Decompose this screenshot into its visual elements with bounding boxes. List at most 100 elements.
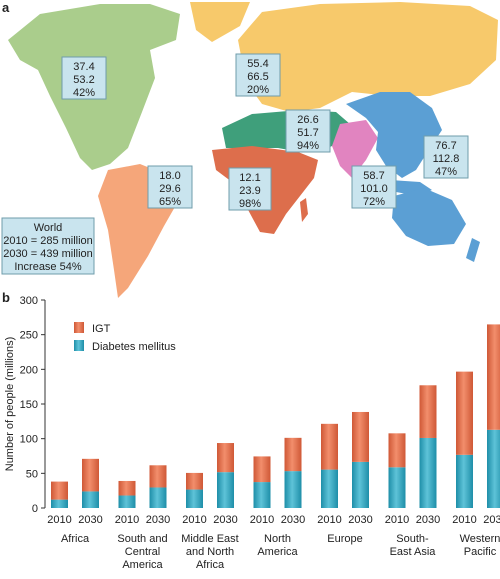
x-group-label: East Asia: [390, 546, 437, 558]
x-group-label: and North: [186, 546, 234, 558]
box-seasia-2030: 101.0: [360, 183, 388, 195]
bar-igt-south-east-asia-2030: [419, 385, 437, 438]
y-tick-label: 100: [20, 434, 38, 446]
box-europe-increase: 20%: [247, 84, 269, 96]
x-year-label: 2030: [78, 514, 102, 526]
box-north-america-2030: 53.2: [73, 74, 94, 86]
x-year-label: 2010: [452, 514, 476, 526]
x-year-label: 2030: [348, 514, 372, 526]
x-group-label: Africa: [61, 533, 90, 545]
bar-igt-europe-2030: [352, 411, 369, 462]
box-europe-2010: 55.4: [247, 58, 268, 70]
x-year-label: 2010: [115, 514, 139, 526]
region-new-zealand: [466, 238, 480, 262]
region-greenland: [190, 2, 250, 42]
y-ticks: 0 50 100 150 200 250 300: [20, 295, 46, 515]
y-tick-label: 300: [20, 295, 38, 307]
legend-label: IGT: [92, 323, 111, 335]
x-group-label: Europe: [327, 533, 362, 545]
y-tick-label: 0: [32, 503, 38, 515]
bar-igt-middle-east-and-north-africa-2030: [217, 443, 234, 473]
x-group-label: South and: [117, 533, 167, 545]
bar-diabetes-western-pacific-2030: [487, 429, 500, 508]
bars: [51, 324, 500, 508]
bar-igt-africa-2010: [51, 481, 68, 500]
bar-igt-middle-east-and-north-africa-2010: [186, 472, 203, 490]
x-group-label: Central: [125, 546, 160, 558]
box-mena-increase: 94%: [297, 140, 319, 152]
box-africa: 12.1 23.9 98%: [228, 167, 272, 211]
bar-igt-south-and-central-america-2010: [118, 480, 136, 496]
legend-swatch: [74, 340, 84, 351]
region-madagascar: [300, 198, 308, 222]
y-tick-label: 150: [20, 399, 38, 411]
box-seasia-2010: 58.7: [363, 170, 384, 182]
box-scamerica-2010: 18.0: [159, 170, 180, 182]
box-world-title: World: [34, 222, 63, 234]
x-year-label: 2030: [281, 514, 305, 526]
bar-diabetes-middle-east-and-north-africa-2010: [186, 489, 203, 508]
x-year-label: 2010: [182, 514, 206, 526]
x-group-label: North: [264, 533, 291, 545]
box-scamerica-2030: 29.6: [159, 183, 180, 195]
x-year-label: 2010: [47, 514, 71, 526]
box-africa-2010: 12.1: [239, 172, 260, 184]
y-tick-label: 200: [20, 364, 38, 376]
box-world-increase: Increase 54%: [14, 261, 81, 273]
chart: Number of people (millions) 0 50 100 150 200…: [4, 295, 500, 571]
x-group-label: Africa: [196, 559, 225, 571]
bar-diabetes-south-east-asia-2010: [388, 467, 406, 508]
y-tick-label: 50: [26, 468, 38, 480]
bar-diabetes-africa-2010: [51, 499, 68, 508]
x-year-label: 2030: [483, 514, 500, 526]
bar-diabetes-africa-2030: [82, 491, 99, 508]
box-north-america: 37.4 53.2 42%: [61, 56, 107, 100]
bar-diabetes-western-pacific-2010: [456, 454, 473, 508]
x-group-label: Middle East: [181, 533, 238, 545]
bar-igt-south-east-asia-2010: [388, 433, 406, 468]
x-group-label: Western: [460, 533, 500, 545]
bar-igt-africa-2030: [82, 458, 99, 492]
bar-diabetes-south-east-asia-2030: [419, 437, 437, 508]
box-africa-increase: 98%: [239, 198, 261, 210]
x-year-label: 2010: [385, 514, 409, 526]
box-europe: 55.4 66.5 20%: [235, 53, 281, 97]
bar-igt-western-pacific-2030: [487, 324, 500, 430]
x-group-label: South-: [396, 533, 429, 545]
bar-igt-north-america-2010: [253, 456, 271, 483]
box-western-pacific: 76.7 112.8 47%: [423, 135, 469, 179]
box-western-pacific-increase: 47%: [435, 166, 457, 178]
box-europe-2030: 66.5: [247, 71, 268, 83]
x-year-label: 2010: [250, 514, 274, 526]
bar-diabetes-middle-east-and-north-africa-2030: [217, 472, 234, 508]
box-mena: 26.6 51.7 94%: [285, 109, 331, 153]
box-world-2030: 2030 = 439 million: [3, 248, 93, 260]
panel-b-label: b: [2, 290, 10, 305]
box-scamerica-increase: 65%: [159, 196, 181, 208]
box-western-pacific-2030: 112.8: [433, 153, 460, 165]
bar-diabetes-south-and-central-america-2010: [118, 495, 136, 508]
box-world-2010: 2010 = 285 million: [3, 235, 93, 247]
y-tick-label: 250: [20, 330, 38, 342]
box-western-pacific-2010: 76.7: [435, 140, 456, 152]
box-seasia-increase: 72%: [363, 196, 385, 208]
bar-igt-north-america-2030: [284, 437, 302, 472]
y-axis-title: Number of people (millions): [4, 337, 16, 472]
box-mena-2010: 26.6: [297, 114, 318, 126]
bar-igt-europe-2010: [321, 423, 338, 470]
bar-igt-western-pacific-2010: [456, 371, 473, 455]
bar-diabetes-europe-2010: [321, 469, 338, 508]
x-year-label: 2010: [317, 514, 341, 526]
x-year-label: 2030: [416, 514, 440, 526]
bar-diabetes-south-and-central-america-2030: [149, 487, 167, 508]
legend: IGT Diabetes mellitus: [74, 322, 176, 353]
x-year-label: 2030: [146, 514, 170, 526]
region-south-east-asia: [332, 120, 378, 178]
panel-a-label: a: [2, 0, 10, 15]
legend-swatch: [74, 322, 84, 333]
bar-igt-south-and-central-america-2030: [149, 465, 167, 488]
x-group-label: Pacific: [464, 546, 497, 558]
region-australia: [392, 188, 466, 246]
